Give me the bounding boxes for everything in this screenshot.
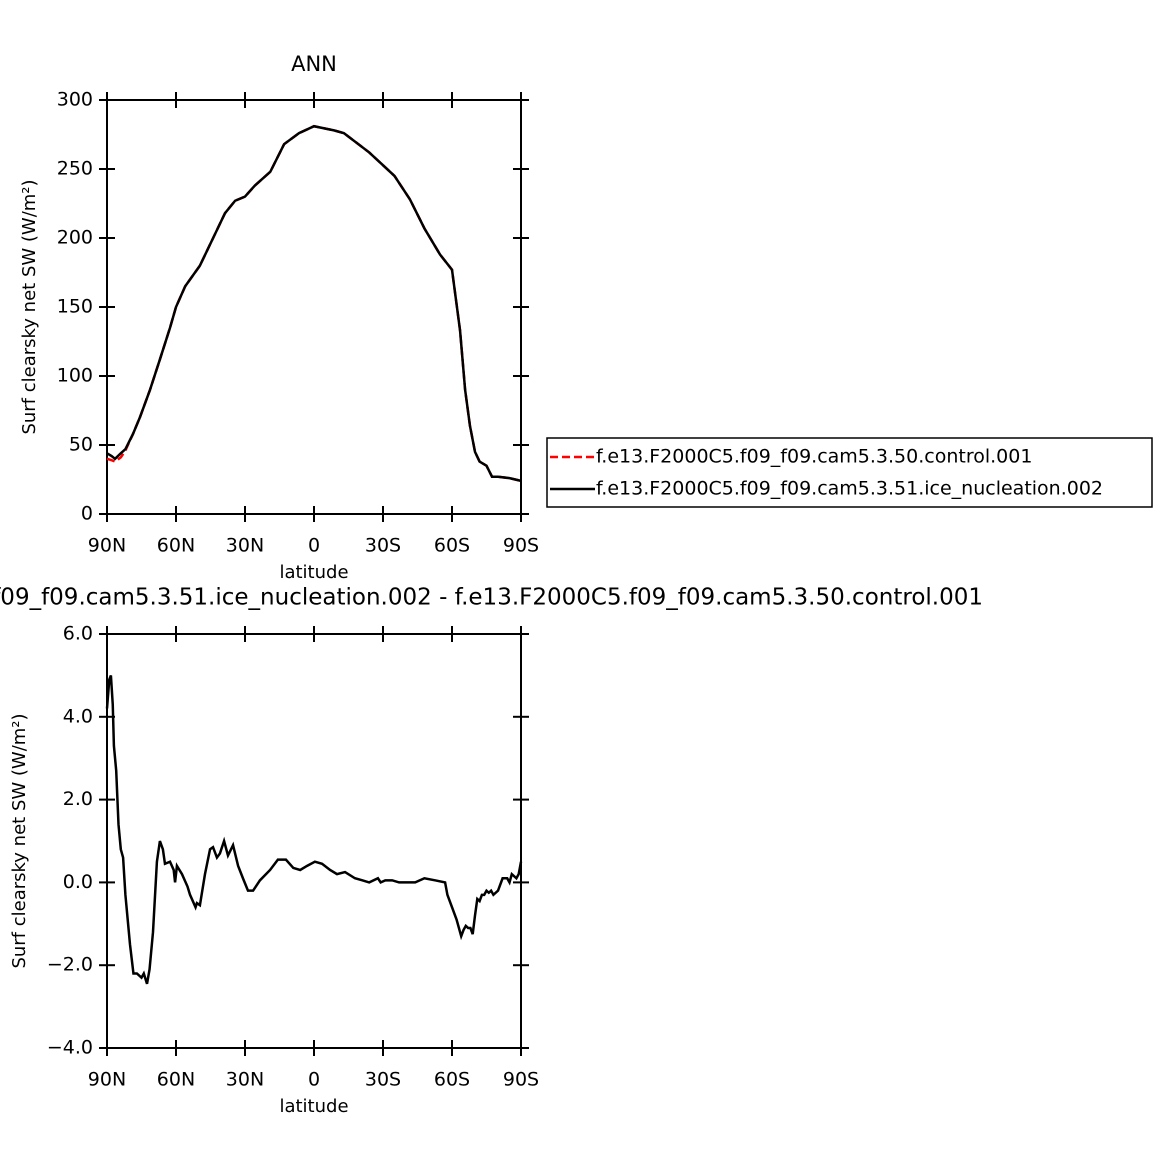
y-tick-label: 50 xyxy=(69,434,93,456)
plot-frame xyxy=(106,633,522,1049)
chart-title: f.e13.F2000C5.f09_f09.cam5.3.51.ice_nucl… xyxy=(0,585,983,611)
x-tick-label: 30N xyxy=(226,1069,264,1091)
y-axis-label: Surf clearsky net SW (W/m²) xyxy=(9,713,30,968)
y-tick-label: 200 xyxy=(57,227,93,249)
legend-label: f.e13.F2000C5.f09_f09.cam5.3.51.ice_nucl… xyxy=(596,478,1103,500)
y-tick-label: −4.0 xyxy=(47,1037,93,1059)
data-line xyxy=(106,124,522,483)
y-tick-label: 0.0 xyxy=(63,871,93,893)
legend-box xyxy=(546,437,1153,508)
y-axis-label: Surf clearsky net SW (W/m²) xyxy=(19,179,40,434)
y-tick-label: −2.0 xyxy=(47,954,93,976)
chart-title: ANN xyxy=(291,52,337,76)
y-tick-label: 250 xyxy=(57,158,93,180)
x-tick-label: 60N xyxy=(157,535,195,557)
x-tick-label: 90S xyxy=(503,535,539,557)
y-tick-label: 2.0 xyxy=(63,788,93,810)
data-line xyxy=(105,674,523,985)
x-axis-label: latitude xyxy=(279,562,348,583)
x-tick-label: 90N xyxy=(88,1069,126,1091)
legend-label: f.e13.F2000C5.f09_f09.cam5.3.50.control.… xyxy=(596,446,1032,468)
y-tick-label: 150 xyxy=(57,296,93,318)
x-tick-label: 60S xyxy=(434,535,470,557)
x-axis-label: latitude xyxy=(279,1096,348,1117)
data-line xyxy=(106,124,522,483)
x-tick-label: 60S xyxy=(434,1069,470,1091)
y-tick-label: 100 xyxy=(57,365,93,387)
plot-frame xyxy=(106,99,522,515)
y-tick-label: 0 xyxy=(81,503,93,525)
x-tick-label: 60N xyxy=(157,1069,195,1091)
x-tick-label: 90N xyxy=(88,535,126,557)
y-tick-label: 6.0 xyxy=(63,623,93,645)
x-tick-label: 30S xyxy=(365,1069,401,1091)
x-tick-label: 30N xyxy=(226,535,264,557)
x-tick-label: 0 xyxy=(308,1069,320,1091)
x-tick-label: 0 xyxy=(308,535,320,557)
y-tick-label: 4.0 xyxy=(63,705,93,727)
x-tick-label: 90S xyxy=(503,1069,539,1091)
y-tick-label: 300 xyxy=(57,89,93,111)
x-tick-label: 30S xyxy=(365,535,401,557)
